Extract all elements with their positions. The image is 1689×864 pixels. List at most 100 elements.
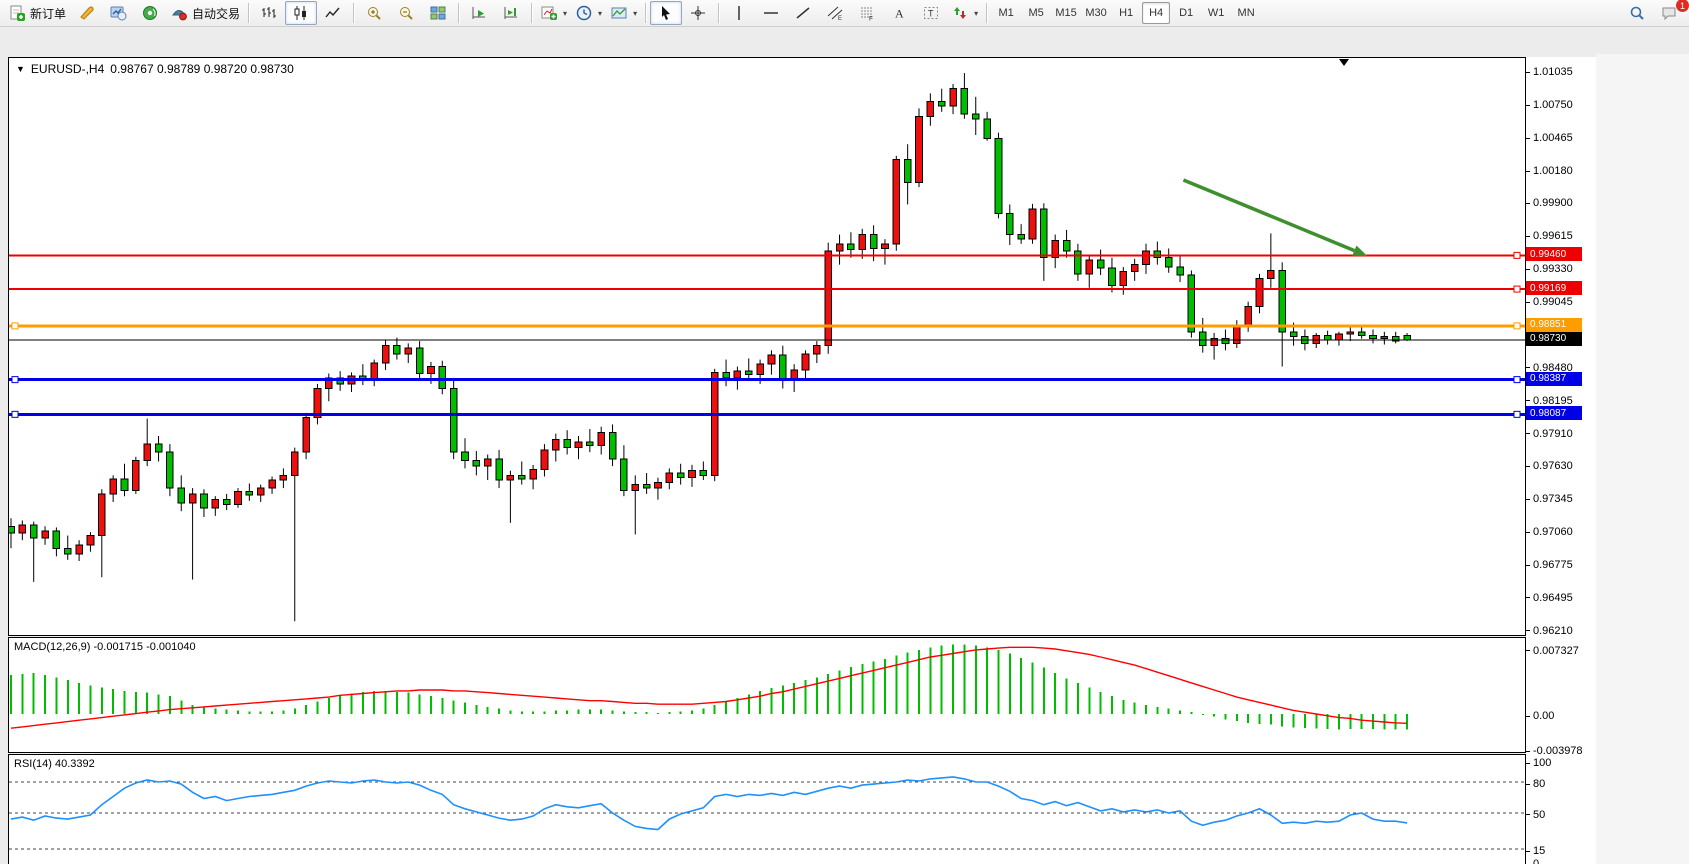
timeframe-button-m15[interactable]: M15 — [1055, 7, 1077, 19]
bear-candle — [1074, 250, 1082, 275]
equidistant-channel-button[interactable]: E — [819, 1, 851, 25]
line-anchor-handle[interactable] — [1513, 251, 1521, 259]
data-window-button[interactable] — [102, 1, 134, 25]
bear-candle — [1198, 331, 1207, 347]
macd-panel[interactable]: MACD(12,26,9) -0.001715 -0.001040 — [8, 637, 1526, 753]
vertical-line-button[interactable] — [723, 1, 755, 25]
bear-candle — [166, 451, 174, 489]
sound-green-icon — [141, 4, 159, 22]
auto-scroll-button[interactable] — [463, 1, 495, 25]
arrows-button[interactable]: ▾ — [947, 1, 982, 25]
bull-candle — [143, 443, 151, 461]
crosshair-button[interactable] — [682, 1, 714, 25]
market-watch-button[interactable] — [70, 1, 102, 25]
trendline-button[interactable] — [787, 1, 819, 25]
line-anchor-handle[interactable] — [11, 322, 19, 330]
bear-candle — [449, 388, 458, 453]
chart-symbol-period: EURUSD-,H4 — [30, 62, 105, 76]
new-order-button[interactable]: 新订单 — [4, 1, 70, 25]
chevron-down-icon[interactable]: ▾ — [633, 8, 638, 18]
timeframe-button-h1[interactable]: H1 — [1119, 7, 1134, 19]
line-chart-button[interactable] — [317, 1, 349, 25]
bear-candle — [1006, 213, 1014, 236]
line-anchor-handle[interactable] — [1513, 376, 1521, 384]
hline-icon — [762, 4, 780, 22]
timeframe-button-w1[interactable]: W1 — [1207, 7, 1225, 19]
price-tick-label: 50 — [1526, 809, 1545, 821]
bull-candle — [279, 474, 288, 481]
bear-candle — [960, 88, 969, 115]
bull-candle — [688, 470, 696, 479]
current-price-badge: 0.98730 — [1526, 331, 1582, 346]
chevron-down-icon[interactable]: ▾ — [598, 8, 603, 18]
timeframe-button-m1[interactable]: M1 — [998, 7, 1014, 19]
timeframe-button-d1[interactable]: D1 — [1179, 7, 1194, 19]
bear-candle — [472, 459, 481, 467]
timeframe-button-m30[interactable]: M30 — [1085, 7, 1107, 19]
chevron-down-icon[interactable]: ▾ — [563, 8, 568, 18]
chart-shift-marker-icon[interactable] — [1339, 59, 1349, 66]
autotrading-button[interactable]: 自动交易 — [166, 1, 244, 25]
price-axis[interactable]: 1.01035 1.00750 1.00465 1.00180 0.99900 0.996… — [1526, 57, 1596, 864]
timeframe-button-m5[interactable]: M5 — [1028, 7, 1044, 19]
bull-candle — [881, 243, 889, 249]
bear-candle — [994, 137, 1003, 215]
chart-shift-button[interactable] — [495, 1, 527, 25]
templates-button[interactable]: ▾ — [606, 1, 641, 25]
bull-candle — [256, 487, 265, 496]
bull-candle — [86, 535, 95, 546]
text-label-button[interactable]: T — [915, 1, 947, 25]
bear-candle — [1040, 208, 1048, 259]
bear-candle — [52, 530, 61, 549]
sound-alert-button[interactable] — [134, 1, 166, 25]
trend-arrow-annotation[interactable] — [1182, 178, 1356, 253]
rsi-canvas[interactable] — [9, 755, 1525, 864]
line-anchor-handle[interactable] — [1513, 410, 1521, 418]
timeframe-button-mn[interactable]: MN — [1237, 7, 1255, 19]
line-anchor-handle[interactable] — [11, 376, 19, 384]
price-chart-panel[interactable]: ▼ EURUSD-,H4 0.98767 0.98789 0.98720 0.9… — [8, 57, 1526, 636]
tile-windows-button[interactable] — [422, 1, 454, 25]
periods-button[interactable]: ▾ — [571, 1, 606, 25]
chevron-down-icon[interactable]: ▾ — [974, 8, 979, 18]
notifications-button[interactable]: 1 — [1653, 0, 1689, 25]
bull-candle — [1142, 250, 1150, 266]
toolbar-separator — [248, 3, 250, 23]
bull-candle — [892, 158, 901, 245]
price-tick-label: 0.96210 — [1526, 625, 1573, 637]
chart-menu-icon[interactable]: ▼ — [16, 64, 25, 74]
bear-candle — [9, 525, 15, 534]
level-price-badge: 0.98087 — [1526, 406, 1582, 421]
zoom-in-button[interactable] — [358, 1, 390, 25]
bull-candle — [926, 100, 935, 117]
line-anchor-handle[interactable] — [1513, 322, 1521, 330]
bull-candle — [370, 362, 378, 380]
rsi-panel[interactable]: RSI(14) 40.3392 — [8, 754, 1526, 864]
arrows-icon — [951, 4, 969, 22]
candlestick-chart-button[interactable] — [285, 1, 318, 25]
bear-candle — [393, 345, 401, 355]
bull-candle — [1244, 305, 1252, 326]
fibonacci-button[interactable]: F — [851, 1, 883, 25]
text-button[interactable]: A — [883, 1, 915, 25]
bull-candle — [654, 481, 662, 489]
line-anchor-handle[interactable] — [1513, 285, 1521, 293]
svg-text:A: A — [895, 7, 904, 21]
bear-candle — [937, 100, 946, 107]
line-anchor-handle[interactable] — [11, 410, 19, 418]
horizontal-line-button[interactable] — [755, 1, 787, 25]
candlestick-canvas[interactable] — [9, 58, 1525, 635]
price-tick-label: 0.99615 — [1526, 230, 1573, 242]
macd-canvas[interactable] — [9, 638, 1525, 752]
new-order-button-label: 新订单 — [30, 6, 67, 21]
cursor-button[interactable] — [650, 1, 683, 25]
bear-candle — [903, 158, 912, 183]
bar-chart-button[interactable] — [253, 1, 285, 25]
timeframe-button-h4[interactable]: H4 — [1142, 2, 1171, 24]
indicators-button[interactable]: ▾ — [536, 1, 571, 25]
cyl-yellow-icon — [77, 4, 95, 22]
search-button[interactable] — [1621, 1, 1653, 25]
toolbar-separator — [531, 3, 533, 23]
bear-candle — [63, 547, 72, 555]
zoom-out-button[interactable] — [390, 1, 422, 25]
